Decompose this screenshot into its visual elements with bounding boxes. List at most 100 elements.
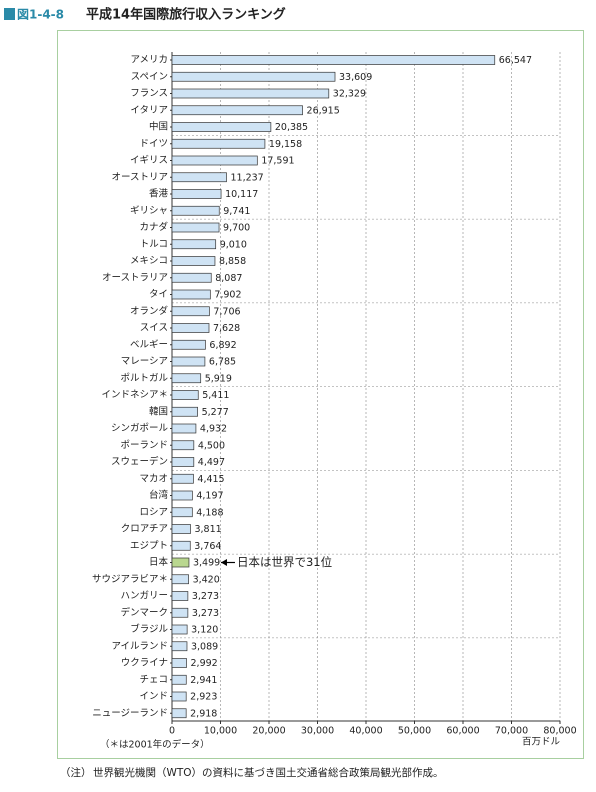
bar xyxy=(171,222,220,233)
bar xyxy=(171,457,195,467)
source-label: （注） xyxy=(60,766,92,779)
source: 世界観光機関（WTO）の資料に基づき国土交通省総合政策局観光部作成。 xyxy=(93,766,444,779)
category-label: ドイツ xyxy=(139,138,168,149)
x-tick-label: 50,000 xyxy=(398,726,431,737)
value-label: 2,923 xyxy=(190,692,217,703)
arrowhead xyxy=(220,559,227,566)
category-label: カナダ xyxy=(139,221,168,233)
value-label: 19,158 xyxy=(269,139,302,150)
bar xyxy=(171,390,199,400)
value-label: 3,273 xyxy=(192,591,219,602)
value-label: 32,329 xyxy=(333,89,366,100)
category-label: スペイン xyxy=(131,71,168,82)
bar xyxy=(171,323,210,333)
figure-label: 図1-4-8 xyxy=(17,8,64,22)
note: （＊は2001年のデータ） xyxy=(100,739,210,751)
bar xyxy=(171,155,258,166)
value-label: 7,902 xyxy=(214,290,241,301)
value-label: 17,591 xyxy=(261,156,294,167)
value-label: 4,497 xyxy=(198,457,225,468)
value-label: 20,385 xyxy=(275,122,308,133)
bar xyxy=(171,490,193,501)
bar xyxy=(171,557,190,568)
bar xyxy=(171,641,188,652)
bar xyxy=(171,138,266,149)
value-label: 6,785 xyxy=(209,357,236,368)
value-label: 3,811 xyxy=(194,524,221,535)
value-label: 9,741 xyxy=(223,206,250,217)
x-tick-label: 80,000 xyxy=(543,726,576,737)
value-label: 4,932 xyxy=(200,424,227,435)
bar xyxy=(171,574,189,585)
bar xyxy=(171,507,193,518)
bar xyxy=(171,708,187,719)
value-label: 2,918 xyxy=(190,708,217,719)
bar xyxy=(171,289,211,300)
bar xyxy=(171,591,189,601)
category-label: 韓国 xyxy=(149,406,168,417)
value-label: 9,010 xyxy=(220,239,247,250)
bar xyxy=(171,674,187,685)
value-label: 66,547 xyxy=(499,55,532,66)
category-label: マレーシア xyxy=(121,356,168,367)
value-label: 9,700 xyxy=(223,223,250,234)
bar xyxy=(171,473,194,484)
category-label: フランス xyxy=(130,88,168,99)
x-tick-label: 60,000 xyxy=(446,726,479,737)
value-label: 4,188 xyxy=(196,507,223,518)
category-label: ポーランド xyxy=(120,440,168,451)
bar xyxy=(171,205,220,216)
value-label: 5,411 xyxy=(202,390,229,401)
bar xyxy=(171,691,187,702)
bar xyxy=(171,406,198,417)
value-label: 5,277 xyxy=(202,407,229,418)
category-label: チェコ xyxy=(139,674,168,685)
bar xyxy=(171,356,206,367)
value-label: 3,420 xyxy=(193,574,220,585)
value-label: 3,089 xyxy=(191,641,218,652)
x-tick-label: 20,000 xyxy=(252,726,285,737)
category-label: トルコ xyxy=(140,239,168,250)
bar xyxy=(171,105,303,116)
bar xyxy=(171,339,206,350)
x-axis-label: 百万ドル xyxy=(522,737,561,748)
category-label: マカオ xyxy=(139,473,168,484)
category-label: ポルトガル xyxy=(120,373,168,384)
x-tick-label: 10,000 xyxy=(204,726,237,737)
bar xyxy=(171,88,330,99)
value-label: 11,237 xyxy=(230,172,263,183)
category-label: 中国 xyxy=(149,121,168,133)
value-label: 6,892 xyxy=(209,340,236,351)
value-label: 4,197 xyxy=(196,491,223,502)
value-label: 8,858 xyxy=(219,256,246,267)
value-label: 10,117 xyxy=(225,189,258,200)
chart-title: 平成14年国際旅行収入ランキング xyxy=(86,7,286,23)
value-label: 3,764 xyxy=(194,541,221,552)
bar xyxy=(171,440,195,451)
x-tick-label: 40,000 xyxy=(349,726,382,737)
category-label: スウェーデン xyxy=(111,456,168,468)
category-label: イタリア xyxy=(130,105,168,116)
value-label: 3,273 xyxy=(192,608,219,619)
bar xyxy=(171,55,496,65)
value-label: 2,992 xyxy=(191,658,218,669)
bar xyxy=(171,172,227,183)
bar xyxy=(171,423,197,434)
category-label: インド xyxy=(139,691,168,702)
value-label: 7,628 xyxy=(213,323,240,334)
bar xyxy=(171,272,212,283)
category-label: デンマーク xyxy=(120,606,168,618)
x-tick-label: 30,000 xyxy=(301,726,334,737)
category-label: エジプト xyxy=(130,540,168,551)
category-label: 香港 xyxy=(149,188,169,200)
bar xyxy=(171,71,336,82)
annotation: 日本は世界で31位 xyxy=(237,555,332,569)
category-label: シンガポール xyxy=(111,423,169,434)
frame xyxy=(57,30,584,759)
value-label: 33,609 xyxy=(339,72,372,83)
bar xyxy=(171,189,222,199)
category-label: 台湾 xyxy=(149,489,169,501)
category-label: イギリス xyxy=(130,155,168,166)
bar xyxy=(171,524,191,534)
